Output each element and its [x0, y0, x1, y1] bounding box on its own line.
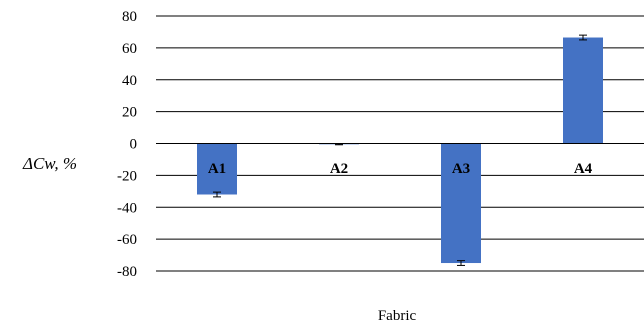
error-bars [213, 34, 587, 266]
y-tick-label: 40 [122, 73, 137, 89]
error-bar-a1 [213, 191, 221, 198]
x-axis-label: Fabric [378, 308, 417, 324]
y-tick-label: 20 [122, 105, 137, 121]
error-bar-a4 [579, 34, 587, 41]
y-tick-label: -80 [117, 264, 137, 280]
category-label-a1: A1 [208, 161, 226, 177]
category-label-a2: A2 [330, 161, 348, 177]
error-bar-a3 [457, 260, 465, 266]
bar-a1 [197, 143, 237, 195]
y-tick-label: 80 [122, 9, 137, 25]
bars [197, 37, 603, 264]
y-tick-label: 0 [130, 137, 138, 153]
y-tick-label: -20 [117, 168, 137, 184]
y-tick-label: 60 [122, 41, 137, 57]
y-axis-label: ΔCw, % [22, 154, 77, 173]
category-label-a4: A4 [574, 161, 593, 177]
bar-a4 [563, 37, 603, 144]
y-tick-label: -60 [117, 232, 137, 248]
category-label-a3: A3 [452, 161, 470, 177]
bar-a3 [441, 143, 481, 264]
category-labels: A1 A2 A3 A4 [208, 161, 593, 177]
y-tick-label: -40 [117, 200, 137, 216]
y-tick-labels: 80 60 40 20 0 -20 -40 -60 -80 [117, 9, 137, 280]
